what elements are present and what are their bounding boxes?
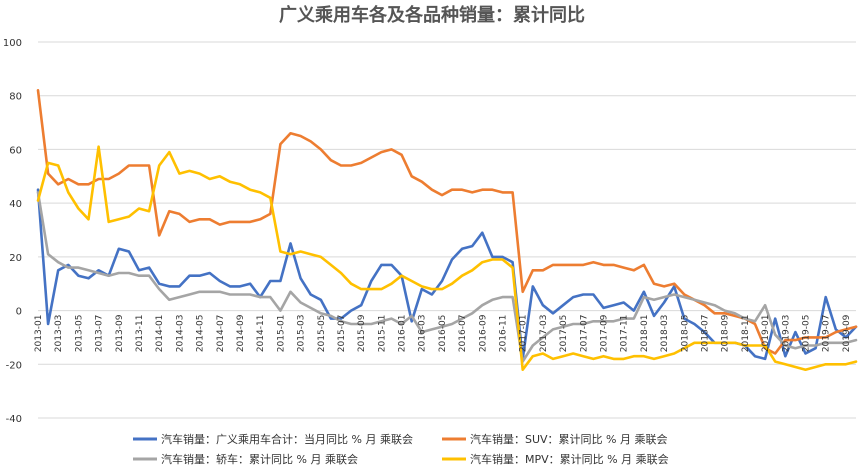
x-tick-label: 2013-07: [95, 315, 105, 353]
x-tick-label: 2014-09: [236, 314, 246, 352]
y-axis: -40 -20 0 20 40 60 80 100: [3, 38, 22, 425]
legend-label-3: 汽车销量：轿车：累计同比 % 月 乘联会: [161, 452, 358, 466]
x-tick-label: 2014-07: [216, 315, 226, 353]
x-tick-label: 2016-05: [438, 315, 448, 353]
x-tick-label: 2015-03: [297, 315, 307, 353]
y-tick-label: 0: [16, 307, 22, 318]
y-tick-label: 40: [9, 199, 22, 210]
x-tick-label: 2018-01: [640, 315, 650, 353]
x-tick-label: 2018-03: [660, 315, 670, 353]
x-tick-label: 2015-11: [377, 315, 387, 353]
x-axis: 2013-01 2013-03 2013-05 2013-07 2013-09 2013-…: [34, 314, 852, 352]
legend-label-4: 汽车销量：MPV：累计同比 % 月 乘联会: [470, 452, 669, 466]
y-tick-label: -20: [6, 360, 22, 371]
x-tick-label: 2018-11: [741, 315, 751, 353]
x-tick-label: 2019-07: [822, 315, 832, 353]
x-tick-label: 2018-09: [721, 314, 731, 352]
y-tick-label: 100: [3, 38, 22, 49]
x-tick-label: 2013-01: [34, 315, 44, 353]
chart-title: 广义乘用车各及各品种销量：累计同比: [279, 4, 585, 26]
x-tick-label: 2019-05: [802, 315, 812, 353]
x-tick-label: 2017-09: [600, 314, 610, 352]
x-tick-label: 2014-01: [155, 315, 165, 353]
series-layer: [36, 89, 858, 371]
y-tick-label: 80: [9, 92, 22, 103]
x-tick-label: 2014-03: [175, 315, 185, 353]
y-tick-label: 20: [9, 253, 22, 264]
series-line-2: [36, 89, 858, 355]
x-tick-label: 2013-05: [74, 315, 84, 353]
x-tick-label: 2017-07: [579, 315, 589, 353]
x-tick-label: 2016-07: [458, 315, 468, 353]
x-tick-label: 2016-11: [499, 315, 509, 353]
y-tick-label: -40: [6, 414, 22, 425]
x-tick-label: 2017-03: [539, 315, 549, 353]
x-tick-label: 2016-03: [418, 315, 428, 353]
x-tick-label: 2019-09: [842, 314, 852, 352]
legend: 汽车销量：广义乘用车合计：当月同比 % 月 乘联会 汽车销量：SUV：累计同比 %…: [133, 432, 669, 466]
x-tick-label: 2017-01: [519, 315, 529, 353]
x-tick-label: 2016-01: [398, 315, 408, 353]
x-tick-label: 2014-11: [256, 315, 266, 353]
legend-label-2: 汽车销量：SUV：累计同比 % 月 乘联会: [470, 432, 668, 446]
x-tick-label: 2015-05: [317, 315, 327, 353]
x-tick-label: 2017-05: [559, 315, 569, 353]
grid-layer: [38, 41, 856, 419]
x-tick-label: 2016-09: [478, 314, 488, 352]
x-tick-label: 2018-07: [701, 315, 711, 353]
x-tick-label: 2019-03: [781, 315, 791, 353]
x-tick-label: 2013-11: [135, 315, 145, 353]
y-tick-label: 60: [9, 145, 22, 156]
x-tick-label: 2019-01: [761, 315, 771, 353]
x-tick-label: 2014-05: [196, 315, 206, 353]
series-line-4: [36, 145, 858, 371]
x-tick-label: 2013-03: [54, 315, 64, 353]
x-tick-label: 2017-11: [620, 315, 630, 353]
series-line-3: [36, 191, 858, 363]
x-tick-label: 2013-09: [115, 314, 125, 352]
x-tick-label: 2015-07: [337, 315, 347, 353]
legend-label-1: 汽车销量：广义乘用车合计：当月同比 % 月 乘联会: [161, 432, 413, 446]
x-tick-label: 2015-01: [276, 315, 286, 353]
x-tick-label: 2015-09: [357, 314, 367, 352]
x-tick-label: 2018-05: [680, 315, 690, 353]
